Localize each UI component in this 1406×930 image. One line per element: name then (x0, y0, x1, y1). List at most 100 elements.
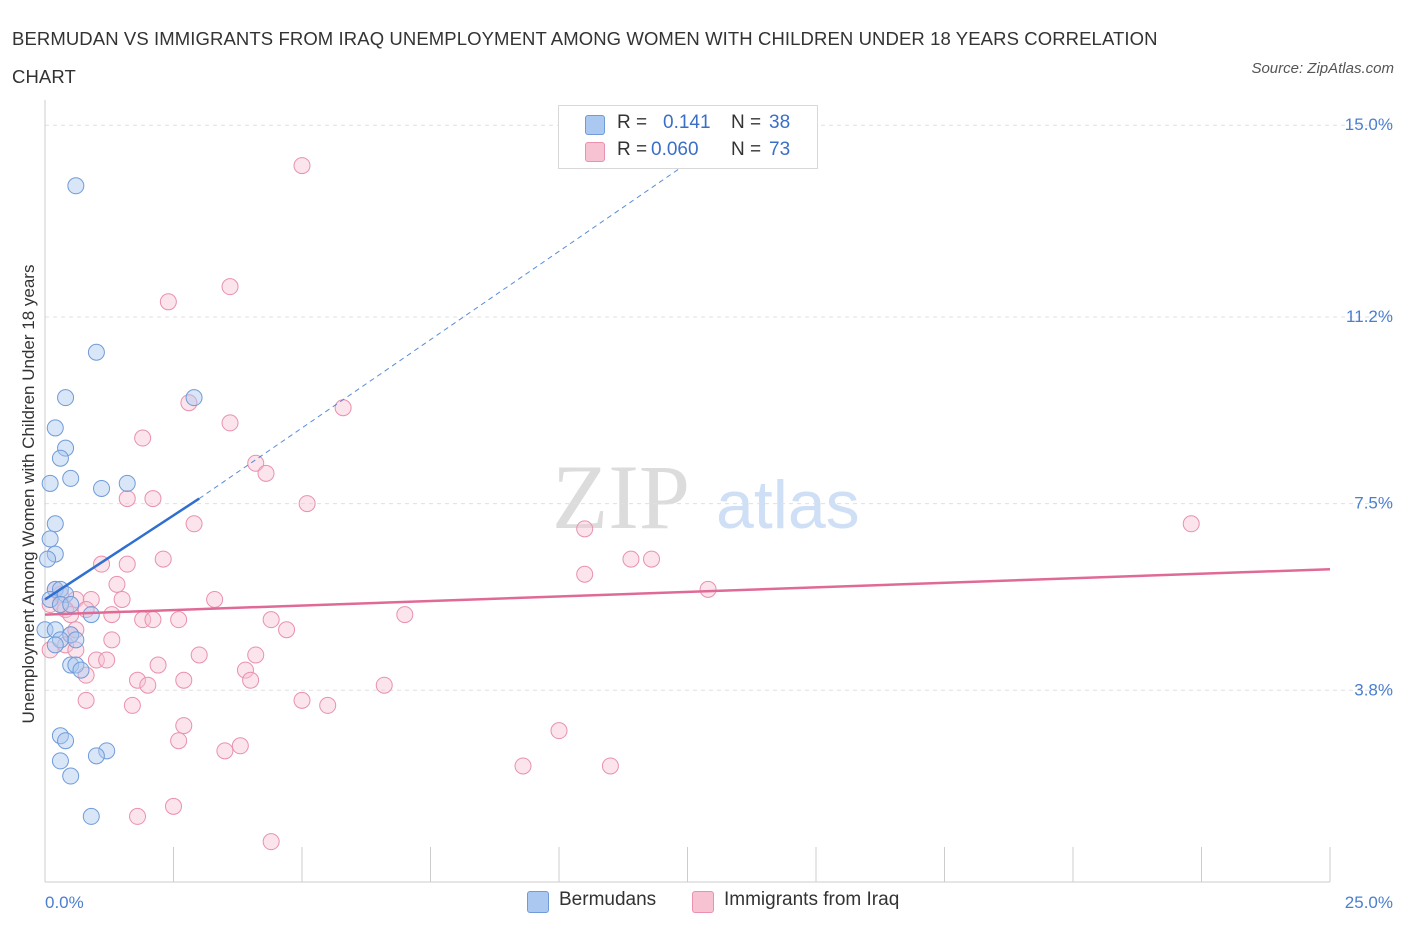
data-point-bermudans (46, 419, 64, 437)
data-point-bermudans (51, 752, 69, 770)
data-point-iraq (375, 676, 393, 694)
data-point-iraq (134, 429, 152, 447)
data-point-iraq (262, 833, 280, 851)
data-point-bermudans (51, 727, 69, 745)
data-point-iraq (601, 757, 619, 775)
data-point-bermudans (98, 742, 116, 760)
data-point-iraq (298, 495, 316, 513)
legend-n-value: 73 (769, 139, 791, 160)
series-bermudans-points (36, 177, 203, 825)
bottom-legend-label: Immigrants from Iraq (724, 889, 900, 910)
data-point-iraq (77, 691, 95, 709)
data-point-bermudans (62, 767, 80, 785)
data-point-iraq (118, 490, 136, 508)
data-point-bermudans (46, 621, 64, 639)
data-point-iraq (576, 520, 594, 538)
tick-labels: 3.8% 7.5% 11.2% 15.0% 0.0% 25.0% (45, 115, 1393, 912)
y-tick-label: 7.5% (1354, 494, 1393, 513)
data-point-iraq (550, 722, 568, 740)
y-axis-label: Unemployment Among Women with Children U… (19, 265, 38, 724)
watermark-atlas: atlas (716, 467, 860, 543)
data-point-iraq (247, 646, 265, 664)
data-point-bermudans (51, 596, 69, 614)
data-point-iraq (699, 580, 717, 598)
data-point-bermudans (57, 389, 75, 407)
data-point-iraq (139, 676, 157, 694)
legend-swatch-pink (585, 142, 605, 162)
bottom-legend-swatch-blue (527, 891, 549, 913)
data-point-bermudans (87, 747, 105, 765)
data-point-bermudans (46, 636, 64, 654)
data-point-iraq (118, 555, 136, 573)
data-point-iraq (165, 797, 182, 815)
data-point-bermudans (82, 606, 100, 624)
trend-line-bermudans-extension (198, 144, 714, 499)
data-point-iraq (113, 590, 131, 608)
legend-r-value: 0.060 (651, 139, 699, 160)
data-point-bermudans (62, 656, 80, 674)
data-point-iraq (293, 157, 311, 175)
trend-lines (44, 144, 1331, 616)
data-point-bermudans (39, 550, 57, 568)
y-tick-label: 15.0% (1345, 115, 1393, 134)
watermark: ZIP atlas (552, 446, 860, 548)
data-point-iraq (154, 550, 172, 568)
data-point-bermudans (118, 474, 136, 492)
data-point-iraq (103, 631, 121, 649)
grid-lines (45, 124, 1392, 691)
data-point-iraq (77, 666, 95, 684)
data-point-iraq (206, 590, 224, 608)
bottom-legend-label: Bermudans (559, 889, 657, 910)
data-point-iraq (185, 515, 203, 533)
data-point-iraq (319, 696, 337, 714)
legend-swatch-blue (585, 115, 605, 135)
data-point-iraq (144, 611, 162, 629)
data-point-iraq (41, 641, 59, 659)
data-point-iraq (144, 490, 162, 508)
source-note: Source: ZipAtlas.com (1251, 60, 1394, 77)
data-point-bermudans (62, 626, 80, 644)
data-point-bermudans (82, 807, 100, 825)
legend-n-label: N = (731, 112, 762, 133)
data-point-iraq (123, 696, 141, 714)
legend-r-label: R = (617, 139, 648, 160)
data-point-bermudans (93, 479, 111, 497)
data-point-bermudans (185, 389, 203, 407)
data-point-iraq (622, 550, 640, 568)
data-point-bermudans (67, 631, 85, 649)
chart-title: BERMUDAN VS IMMIGRANTS FROM IRAQ UNEMPLO… (12, 28, 1158, 87)
data-point-bermudans (67, 656, 85, 674)
data-point-iraq (175, 671, 193, 689)
data-point-iraq (334, 399, 352, 417)
data-point-iraq (242, 671, 260, 689)
data-point-bermudans (57, 732, 75, 750)
data-point-iraq (396, 606, 414, 624)
data-point-iraq (278, 621, 296, 639)
data-point-iraq (180, 394, 198, 412)
series-immigrants-from-iraq-points (41, 157, 1200, 851)
y-tick-label: 3.8% (1354, 680, 1393, 699)
data-point-iraq (159, 293, 177, 311)
data-point-bermudans (46, 580, 64, 598)
data-point-iraq (293, 691, 311, 709)
data-point-bermudans (41, 474, 59, 492)
data-point-iraq (236, 661, 254, 679)
data-point-iraq (67, 621, 85, 639)
x-tick-label-min: 0.0% (45, 893, 84, 912)
data-point-iraq (257, 464, 275, 482)
data-point-iraq (103, 606, 121, 624)
legend-n-value: 38 (769, 112, 791, 133)
data-point-iraq (221, 414, 239, 432)
data-point-iraq (170, 732, 188, 750)
data-point-bermudans (51, 631, 69, 649)
data-point-bermudans (57, 439, 75, 457)
data-point-iraq (190, 646, 208, 664)
data-point-iraq (67, 590, 85, 608)
data-point-iraq (129, 807, 147, 825)
y-tick-label: 11.2% (1346, 307, 1393, 326)
data-point-iraq (87, 651, 105, 669)
data-point-iraq (149, 656, 167, 674)
data-point-bermudans (41, 530, 59, 548)
x-tick-label-max: 25.0% (1345, 893, 1393, 912)
